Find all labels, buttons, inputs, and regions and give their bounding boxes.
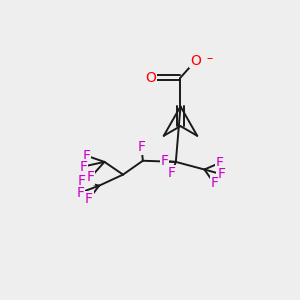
Text: O: O — [190, 54, 201, 68]
Text: F: F — [217, 167, 225, 181]
Text: F: F — [210, 176, 218, 190]
Text: F: F — [77, 174, 85, 188]
Text: –: – — [207, 52, 213, 65]
Text: F: F — [80, 160, 88, 173]
Text: F: F — [160, 154, 168, 168]
Text: F: F — [82, 149, 90, 163]
Text: F: F — [76, 186, 85, 200]
Text: F: F — [86, 170, 94, 184]
Text: F: F — [85, 192, 93, 206]
Text: F: F — [168, 166, 176, 180]
Text: O: O — [146, 70, 156, 85]
Text: F: F — [215, 156, 223, 170]
Text: F: F — [138, 140, 146, 154]
